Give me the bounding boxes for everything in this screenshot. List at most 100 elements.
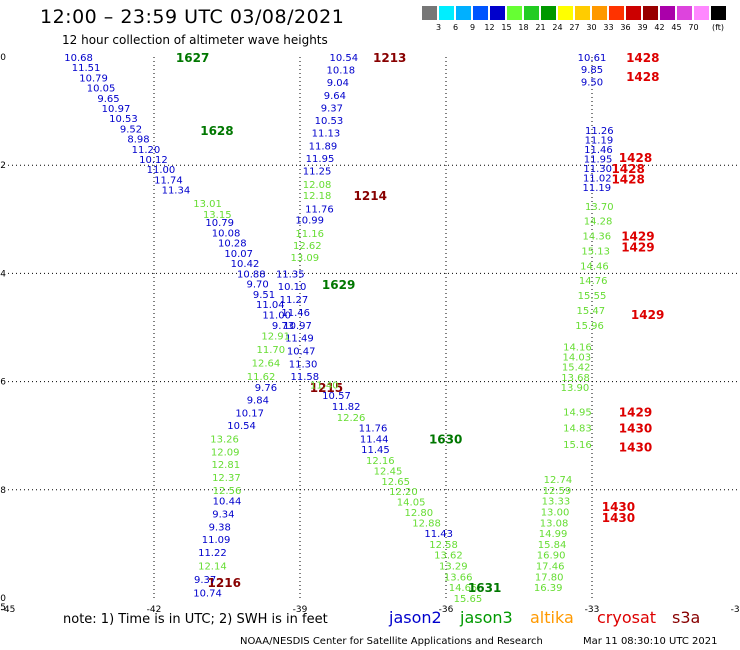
- wave-height-value: 11.89: [309, 141, 338, 152]
- wave-height-value: 11.76: [305, 204, 334, 215]
- legend-swatch: [524, 6, 539, 20]
- legend-unit: (ft): [711, 23, 725, 32]
- wave-height-value: 13.26: [210, 434, 239, 445]
- wave-height-value: 16.90: [537, 551, 566, 562]
- wave-height-value: 11.27: [280, 295, 309, 306]
- wave-height-value: 12.56: [213, 486, 242, 497]
- y-tick-label: -36: [0, 378, 6, 388]
- wave-height-value: 11.44: [360, 434, 389, 445]
- wave-height-value: 16.39: [534, 583, 563, 594]
- legend-tick-label: 30: [586, 23, 597, 32]
- pass-time-label: 1430: [602, 511, 635, 525]
- wave-height-value: 14.95: [563, 407, 592, 418]
- legend-tick-label: 33: [603, 23, 614, 32]
- legend-tick-label: 21: [535, 23, 546, 32]
- page-subtitle: 12 hour collection of altimeter wave hei…: [62, 33, 328, 47]
- wave-height-value: 9.76: [255, 383, 277, 394]
- pass-time-label: 1428: [619, 151, 652, 165]
- wave-height-value: 13.70: [585, 202, 614, 213]
- pass-time-label: 1627: [176, 51, 209, 65]
- x-tick-label: -45: [1, 605, 16, 615]
- wave-height-value: 11.26: [585, 126, 614, 137]
- legend-tick-label: 18: [518, 23, 529, 32]
- legend-tick-label: 42: [654, 23, 665, 32]
- wave-height-value: 11.51: [72, 63, 101, 74]
- wave-height-value: 11.04: [256, 300, 285, 311]
- legend-swatch: [490, 6, 505, 20]
- satellite-label: jason3: [460, 608, 513, 627]
- pass-time-label: 1213: [373, 51, 406, 65]
- legend-tick-label: 45: [671, 23, 682, 32]
- wave-height-value: 9.50: [581, 77, 603, 88]
- legend-swatch: [575, 6, 590, 20]
- pass-time-label: 1428: [626, 70, 659, 84]
- legend-swatch: [694, 6, 709, 20]
- wave-height-value: 9.51: [253, 290, 275, 301]
- legend-tick-label: 6: [452, 23, 459, 32]
- wave-height-value: 11.95: [584, 154, 613, 165]
- wave-height-value: 14.76: [579, 276, 608, 287]
- legend-swatch: [541, 6, 556, 20]
- wave-height-value: 10.74: [193, 589, 222, 600]
- wave-height-value: 11.74: [154, 175, 183, 186]
- legend-swatch: [711, 6, 726, 20]
- legend-tick-label: 24: [552, 23, 563, 32]
- legend-swatch: [507, 6, 522, 20]
- wave-height-value: 10.53: [315, 116, 344, 127]
- wave-height-value: 11.22: [198, 548, 227, 559]
- pass-time-label: 1428: [626, 51, 659, 65]
- pass-time-label: 1429: [631, 308, 664, 322]
- pass-time-label: 1430: [619, 441, 652, 455]
- legend-swatch: [626, 6, 641, 20]
- wave-height-value: 13.90: [561, 383, 590, 394]
- wave-height-value: 11.62: [247, 372, 276, 383]
- legend-swatch: [422, 6, 437, 20]
- wave-height-value: 12.65: [381, 477, 410, 488]
- wave-height-value: 15.47: [576, 306, 605, 317]
- wave-height-value: 11.35: [276, 269, 305, 280]
- wave-height-value: 12.80: [405, 508, 434, 519]
- wave-height-value: 12.09: [211, 447, 240, 458]
- wave-height-value: 11.09: [202, 535, 231, 546]
- wave-height-value: 13.29: [439, 562, 468, 573]
- legend-tick-label: 36: [620, 23, 631, 32]
- wave-height-value: 11.20: [132, 145, 161, 156]
- wave-height-value: 11.02: [583, 173, 612, 184]
- wave-height-value: 11.00: [262, 311, 291, 322]
- wave-height-value: 14.83: [563, 424, 592, 435]
- wave-height-value: 12.45: [374, 466, 403, 477]
- wave-height-value: 13.68: [561, 373, 590, 384]
- pass-time-label: 1428: [611, 162, 644, 176]
- wave-height-value: 14.05: [397, 498, 426, 509]
- wave-height-value: 9.04: [327, 78, 349, 89]
- wave-height-value: 12.16: [366, 456, 395, 467]
- wave-height-value: 9.65: [97, 94, 119, 105]
- legend-tick-label: 15: [501, 23, 512, 32]
- wave-height-value: 10.44: [213, 497, 242, 508]
- wave-height-value: 9.85: [581, 65, 603, 76]
- wave-height-value: 12.20: [389, 487, 418, 498]
- y-tick-label: -34: [0, 269, 6, 279]
- satellite-label: jason2: [389, 608, 442, 627]
- wave-height-value: 12.37: [212, 473, 241, 484]
- wave-height-value: 9.64: [324, 91, 346, 102]
- wave-height-value: 12.91: [261, 332, 290, 343]
- wave-height-value: 10.05: [87, 84, 116, 95]
- wave-height-value: 11.70: [256, 345, 285, 356]
- legend-swatch: [456, 6, 471, 20]
- wave-height-value: 14.28: [584, 217, 613, 228]
- wave-height-value: 11.16: [295, 229, 324, 240]
- wave-height-value: 11.49: [285, 334, 314, 345]
- wave-height-value: 15.42: [562, 363, 591, 374]
- wave-height-value: 9.37: [321, 103, 343, 114]
- pass-time-label: 1429: [619, 405, 652, 419]
- wave-height-value: 12.81: [211, 460, 240, 471]
- wave-height-value: 11.13: [312, 129, 341, 140]
- legend-tick-label: 27: [569, 23, 580, 32]
- wave-height-value: 12.64: [252, 359, 281, 370]
- wave-height-value: 11.30: [289, 359, 318, 370]
- pass-time-label: 1215: [310, 381, 343, 395]
- wave-height-value: 10.07: [224, 249, 253, 260]
- x-tick-label: -30: [731, 605, 740, 615]
- wave-height-value: 13.33: [542, 497, 571, 508]
